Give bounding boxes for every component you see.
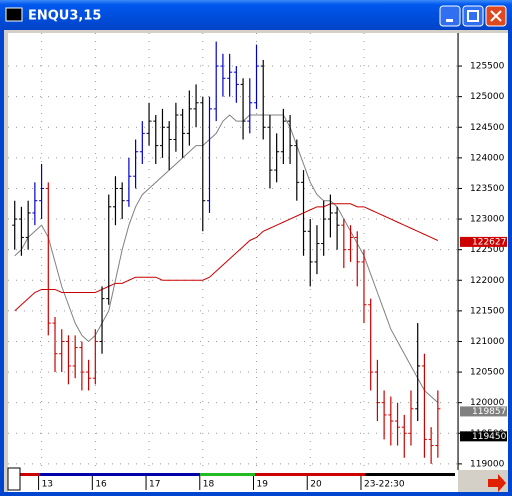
plot-area: [8, 33, 458, 470]
price-marker: [460, 406, 507, 417]
y-tick-label: 122000: [470, 276, 505, 286]
minimize-button[interactable]: [439, 5, 461, 27]
y-tick-label: 123000: [470, 215, 505, 225]
minimize-icon: [446, 19, 453, 22]
title-bar: [0, 0, 512, 30]
y-tick-label: 124000: [470, 153, 505, 163]
price-marker-label: 122627: [472, 237, 506, 247]
moving-average: [14, 114, 439, 404]
x-tick-label: 20: [310, 480, 322, 490]
y-tick-label: 121500: [470, 306, 505, 316]
y-tick-label: 119000: [470, 459, 505, 469]
y-tick-label: 120000: [470, 398, 505, 408]
x-tick-label: 23-22:30: [364, 480, 405, 490]
x-tick-label: 18: [203, 480, 215, 490]
window-title: ENQU3,15: [28, 9, 101, 24]
x-tick-label: 13: [42, 480, 53, 490]
session-strip: [255, 473, 365, 476]
scroll-box[interactable]: [7, 467, 21, 491]
y-tick-label: 125000: [470, 92, 505, 102]
y-tick-label: 122500: [470, 245, 505, 255]
moving-average: [14, 203, 439, 312]
price-marker: [460, 236, 507, 247]
x-tick-label: 19: [257, 480, 269, 490]
x-tick-label: 16: [95, 480, 107, 490]
price-marker-label: 119857: [472, 407, 506, 417]
price-marker: [460, 431, 507, 442]
y-tick-label: 123500: [470, 184, 505, 194]
x-tick-label: 17: [149, 480, 160, 490]
price-axis: [459, 33, 508, 470]
maximize-icon: [467, 10, 479, 22]
app-icon: [5, 7, 23, 22]
price-marker-label: 119450: [472, 432, 507, 442]
session-strip: [20, 473, 40, 476]
y-tick-label: 121000: [470, 337, 505, 347]
scroll-arrow[interactable]: [488, 474, 506, 492]
y-tick-label: 125500: [470, 62, 505, 72]
chart: 1190001195001200001205001210001215001220…: [8, 33, 507, 490]
maximize-button[interactable]: [462, 5, 484, 27]
session-strip: [20, 473, 200, 476]
close-icon: [490, 10, 502, 22]
session-strip: [200, 473, 255, 476]
y-tick-label: 124500: [470, 123, 505, 133]
y-tick-label: 120500: [470, 368, 505, 378]
session-strip: [365, 473, 455, 476]
